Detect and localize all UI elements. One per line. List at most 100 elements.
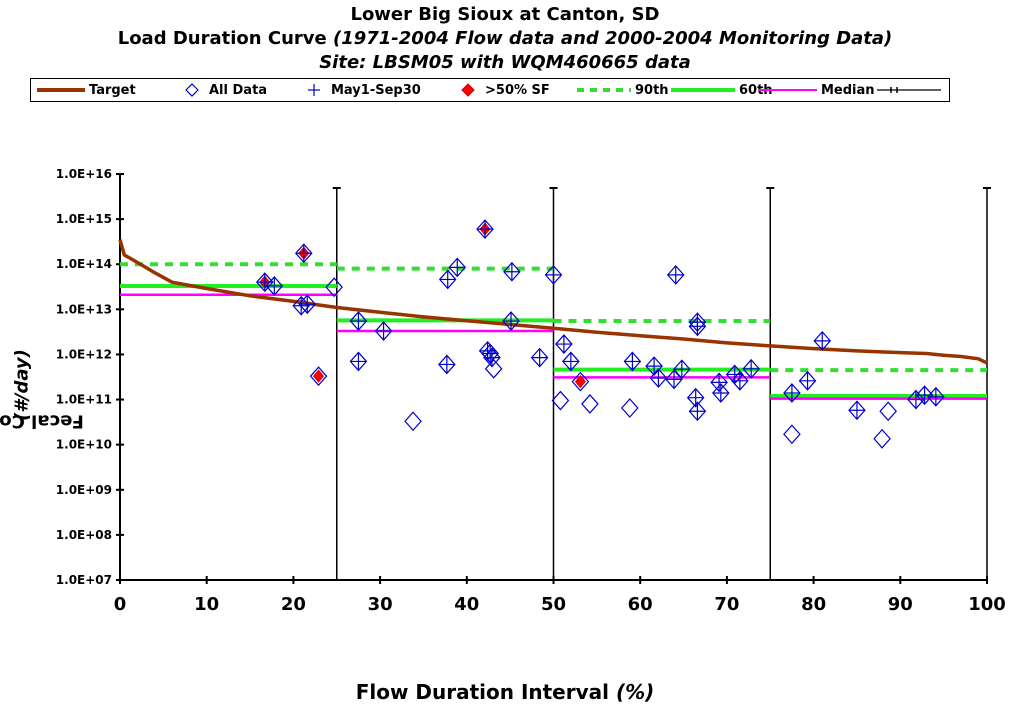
legend-swatch-all-data: [185, 83, 199, 97]
all-data-marker: [325, 277, 343, 298]
chart-title-line2-main: Load Duration Curve: [117, 28, 327, 49]
x-tick-label: 100: [968, 594, 1006, 615]
y-tick-label: 1.0E+09: [56, 483, 112, 497]
x-axis-label-text: Flow Duration Interval: [355, 680, 609, 704]
x-axis-label: Flow Duration Interval (%): [0, 680, 1010, 704]
data-point: [783, 383, 801, 403]
data-point: [476, 219, 494, 240]
data-point: [742, 358, 760, 379]
data-point: [544, 264, 563, 285]
legend-label-sf: >50% SF: [485, 82, 550, 98]
legend-item-90th: 90th: [577, 79, 669, 101]
data-point: [325, 277, 343, 298]
legend-swatch-summer: [308, 84, 320, 96]
legend-label-60th: 60th: [739, 82, 773, 98]
data-point: [571, 371, 590, 392]
data-point: [813, 330, 832, 351]
chart-title-line2-italic: (1971-2004 Flow data and 2000-2004 Monit…: [332, 28, 893, 49]
data-point: [915, 385, 934, 406]
data-point: [712, 383, 730, 403]
legend-item-all-data: All Data: [179, 79, 267, 101]
data-point: [349, 351, 368, 372]
data-point: [873, 428, 891, 449]
x-tick-label: 50: [541, 594, 566, 615]
data-point: [645, 356, 663, 377]
all-data-marker: [551, 390, 570, 411]
all-data-marker: [783, 424, 801, 445]
y-tick-label: 1.0E+14: [56, 257, 112, 271]
all-data-marker: [620, 398, 639, 418]
legend-item-median: Median: [759, 79, 875, 101]
all-data-marker: [484, 358, 503, 379]
sf-marker: [313, 369, 325, 383]
data-point: [309, 366, 328, 387]
legend-item-target: Target: [37, 79, 136, 101]
data-point: [438, 354, 456, 375]
legend-item-summer: May1-Sep30: [301, 79, 421, 101]
y-tick-label: 1.0E+07: [56, 573, 112, 587]
all-data-marker: [404, 411, 422, 432]
legend-label-summer: May1-Sep30: [331, 82, 421, 98]
data-point: [581, 394, 599, 414]
legend-label-90th: 90th: [635, 82, 669, 98]
data-point: [688, 316, 707, 337]
x-tick-label: 70: [714, 594, 739, 615]
legend-swatch-60th: [671, 88, 735, 92]
data-point: [688, 401, 707, 422]
data-point: [298, 294, 317, 315]
sf-marker: [574, 374, 586, 389]
all-data-marker: [873, 428, 891, 449]
legend-swatch-median: [759, 89, 817, 91]
all-data-marker: [581, 394, 599, 414]
data-point: [623, 351, 642, 372]
x-tick-label: 40: [454, 594, 479, 615]
data-point: [620, 398, 639, 418]
x-tick-label: 60: [628, 594, 653, 615]
data-point: [484, 358, 503, 379]
x-tick-label: 80: [801, 594, 826, 615]
chart-title-line1: Lower Big Sioux at Canton, SD: [350, 4, 660, 25]
y-tick-label: 1.0E+13: [56, 302, 112, 316]
data-point: [879, 401, 897, 422]
all-data-marker: [309, 366, 328, 387]
all-data-marker: [571, 371, 590, 392]
legend-label-median: Median: [821, 82, 875, 98]
y-axis-label-text: Fecal Coliform: [0, 410, 84, 432]
data-point: [562, 351, 580, 372]
data-point: [438, 269, 457, 290]
legend: Target All Data May1-Sep30 >50% SF 90th …: [30, 78, 950, 102]
data-point: [798, 370, 817, 391]
legend-item-sf: >50% SF: [455, 79, 550, 101]
x-tick-label: 20: [281, 594, 306, 615]
legend-swatch-90th: [577, 88, 631, 92]
legend-item-60th: 60th: [671, 79, 773, 101]
y-tick-label: 1.0E+08: [56, 528, 112, 542]
data-point: [349, 311, 368, 331]
data-point: [710, 372, 728, 393]
data-point: [295, 243, 313, 264]
chart-title-line3-text: Site: LBSM05 with WQM460665 data: [319, 52, 691, 73]
y-tick-label: 1.0E+11: [56, 393, 112, 407]
data-point: [448, 257, 467, 278]
data-point: [783, 424, 801, 445]
y-tick-label: 1.0E+15: [56, 212, 112, 226]
legend-label-all-data: All Data: [209, 82, 268, 98]
data-point: [265, 276, 284, 296]
x-tick-label: 10: [194, 594, 219, 615]
data-point: [374, 321, 393, 341]
x-tick-label: 30: [368, 594, 393, 615]
chart-title-line3: Site: LBSM05 with WQM460665 data: [0, 52, 1010, 74]
x-tick-label: 0: [114, 594, 127, 615]
data-point: [502, 311, 520, 331]
target-curve: [118, 239, 988, 365]
data-point: [555, 334, 573, 354]
data-point: [673, 359, 691, 380]
data-point: [666, 264, 685, 285]
data-point: [649, 368, 668, 388]
legend-swatch-boundary: [877, 87, 941, 93]
data-point: [848, 400, 866, 421]
y-tick-label: 1.0E+12: [56, 347, 112, 361]
y-tick-label: 1.0E+16: [56, 167, 112, 181]
chart-title-line2: Load Duration Curve (1971-2004 Flow data…: [0, 28, 1010, 50]
